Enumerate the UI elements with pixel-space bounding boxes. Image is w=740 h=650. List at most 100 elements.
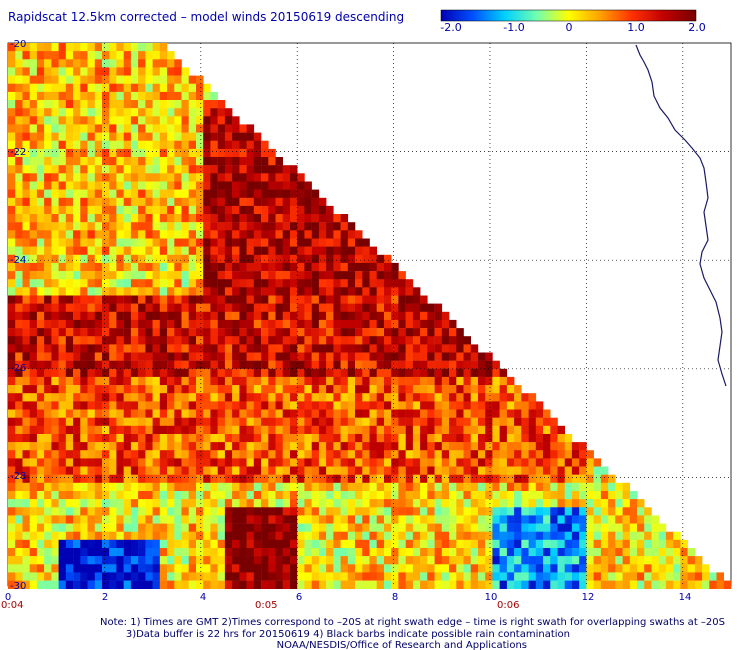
heatmap-cell bbox=[145, 43, 153, 52]
heatmap-cell bbox=[268, 482, 276, 492]
heatmap-cell bbox=[29, 51, 38, 60]
heatmap-cell bbox=[239, 393, 247, 402]
heatmap-cell bbox=[297, 515, 305, 524]
heatmap-cell bbox=[362, 303, 370, 312]
heatmap-cell bbox=[543, 434, 551, 443]
heatmap-cell bbox=[44, 311, 52, 321]
heatmap-cell bbox=[159, 51, 168, 60]
heatmap-cell bbox=[600, 531, 609, 541]
heatmap-cell bbox=[87, 100, 95, 109]
heatmap-cell bbox=[116, 43, 124, 52]
heatmap-cell bbox=[232, 311, 240, 321]
heatmap-cell bbox=[224, 539, 233, 549]
heatmap-cell bbox=[246, 466, 255, 475]
heatmap-cell bbox=[44, 491, 52, 500]
heatmap-cell bbox=[340, 466, 349, 475]
heatmap-cell bbox=[492, 539, 500, 549]
heatmap-cell bbox=[15, 140, 23, 150]
heatmap-cell bbox=[109, 572, 117, 581]
heatmap-cell bbox=[347, 564, 356, 573]
heatmap-cell bbox=[102, 148, 110, 158]
heatmap-cell bbox=[8, 173, 16, 182]
heatmap-cell bbox=[203, 556, 211, 565]
heatmap-cell bbox=[36, 572, 45, 581]
heatmap-cell bbox=[15, 458, 23, 467]
heatmap-cell bbox=[167, 287, 175, 296]
heatmap-cell bbox=[22, 319, 30, 329]
heatmap-cell bbox=[492, 515, 500, 524]
heatmap-cell bbox=[159, 499, 168, 508]
heatmap-cell bbox=[405, 385, 414, 394]
heatmap-cell bbox=[196, 352, 204, 361]
heatmap-cell bbox=[275, 564, 283, 573]
heatmap-cell bbox=[232, 165, 240, 174]
heatmap-cell bbox=[441, 523, 450, 532]
heatmap-cell bbox=[311, 287, 320, 296]
heatmap-cell bbox=[224, 116, 233, 125]
heatmap-cell bbox=[80, 491, 88, 500]
heatmap-cell bbox=[333, 262, 341, 272]
heatmap-cell bbox=[615, 507, 623, 516]
heatmap-cell bbox=[333, 507, 341, 516]
heatmap-cell bbox=[15, 564, 23, 573]
heatmap-cell bbox=[232, 181, 240, 190]
heatmap-cell bbox=[224, 360, 233, 370]
heatmap-cell bbox=[87, 482, 95, 492]
heatmap-cell bbox=[145, 336, 153, 345]
heatmap-cell bbox=[586, 572, 594, 581]
heatmap-cell bbox=[102, 580, 110, 589]
heatmap-cell bbox=[109, 376, 117, 386]
heatmap-cell bbox=[22, 482, 30, 492]
heatmap-cell bbox=[282, 442, 291, 451]
heatmap-cell bbox=[159, 466, 168, 475]
heatmap-cell bbox=[412, 352, 421, 361]
heatmap-cell bbox=[87, 59, 95, 68]
heatmap-cell bbox=[521, 466, 529, 475]
heatmap-cell bbox=[94, 287, 103, 296]
heatmap-cell bbox=[485, 580, 493, 589]
heatmap-cell bbox=[130, 59, 139, 68]
heatmap-cell bbox=[87, 189, 95, 198]
heatmap-cell bbox=[478, 491, 486, 500]
heatmap-cell bbox=[73, 564, 81, 573]
heatmap-cell bbox=[51, 189, 59, 198]
heatmap-cell bbox=[673, 572, 681, 581]
heatmap-cell bbox=[593, 491, 602, 500]
heatmap-cell bbox=[51, 499, 59, 508]
heatmap-cell bbox=[427, 466, 435, 475]
heatmap-cell bbox=[196, 344, 204, 353]
heatmap-cell bbox=[174, 222, 182, 231]
heatmap-cell bbox=[232, 132, 240, 141]
heatmap-cell bbox=[384, 385, 392, 394]
heatmap-cell bbox=[80, 376, 88, 386]
heatmap-cell bbox=[398, 507, 406, 516]
heatmap-cell bbox=[109, 368, 117, 378]
heatmap-cell bbox=[311, 352, 320, 361]
heatmap-cell bbox=[253, 238, 262, 247]
heatmap-cell bbox=[73, 580, 81, 589]
heatmap-cell bbox=[514, 499, 522, 508]
heatmap-cell bbox=[217, 173, 226, 182]
heatmap-cell bbox=[210, 360, 218, 370]
heatmap-cell bbox=[521, 417, 529, 427]
heatmap-cell bbox=[253, 564, 262, 573]
heatmap-cell bbox=[384, 572, 392, 581]
heatmap-cell bbox=[203, 466, 211, 475]
heatmap-cell bbox=[290, 556, 298, 565]
heatmap-cell bbox=[608, 580, 616, 589]
heatmap-cell bbox=[593, 474, 602, 484]
heatmap-cell bbox=[15, 254, 23, 264]
heatmap-cell bbox=[586, 491, 594, 500]
heatmap-cell bbox=[203, 287, 211, 296]
heatmap-cell bbox=[203, 91, 211, 101]
heatmap-cell bbox=[36, 564, 45, 573]
heatmap-cell bbox=[384, 328, 392, 337]
heatmap-cell bbox=[311, 458, 320, 467]
heatmap-cell bbox=[384, 360, 392, 370]
heatmap-cell bbox=[224, 311, 233, 321]
heatmap-cell bbox=[65, 499, 74, 508]
heatmap-cell bbox=[51, 165, 59, 174]
heatmap-cell bbox=[87, 75, 95, 84]
heatmap-cell bbox=[15, 393, 23, 402]
heatmap-cell bbox=[290, 287, 298, 296]
